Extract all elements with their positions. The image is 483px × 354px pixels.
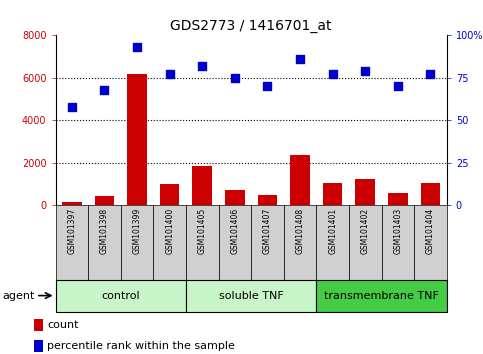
Bar [316,280,447,312]
Point [329,72,337,77]
Bar [316,205,349,280]
Point [100,87,108,93]
Bar [323,183,342,205]
Bar [56,280,186,312]
Point [361,68,369,74]
Bar [290,155,310,205]
Text: control: control [101,291,140,301]
Bar [193,166,212,205]
Bar [284,205,316,280]
Point [166,72,173,77]
Text: GSM101398: GSM101398 [100,207,109,254]
Bar [62,202,82,205]
Text: GSM101403: GSM101403 [393,207,402,254]
Bar [34,340,43,352]
Text: GSM101397: GSM101397 [67,207,76,254]
Bar [414,205,447,280]
Bar [388,193,408,205]
Bar [421,183,440,205]
Text: GSM101405: GSM101405 [198,207,207,254]
Point [426,72,434,77]
Bar [355,179,375,205]
Text: GSM101400: GSM101400 [165,207,174,254]
Bar [251,205,284,280]
Bar [154,205,186,280]
Bar [95,196,114,205]
Point [296,56,304,62]
Bar [382,205,414,280]
Title: GDS2773 / 1416701_at: GDS2773 / 1416701_at [170,19,332,33]
Point [394,84,402,89]
Bar [34,319,43,331]
Bar [121,205,154,280]
Point [199,63,206,69]
Bar [219,205,251,280]
Point [68,104,76,110]
Point [231,75,239,81]
Bar [258,195,277,205]
Text: agent: agent [2,291,34,301]
Point [264,84,271,89]
Bar [186,280,316,312]
Point [133,45,141,50]
Bar [88,205,121,280]
Bar [128,74,147,205]
Text: count: count [47,320,79,330]
Text: percentile rank within the sample: percentile rank within the sample [47,341,235,351]
Text: GSM101404: GSM101404 [426,207,435,254]
Text: GSM101407: GSM101407 [263,207,272,254]
Text: GSM101401: GSM101401 [328,207,337,254]
Text: soluble TNF: soluble TNF [219,291,284,301]
Text: GSM101399: GSM101399 [132,207,142,254]
Bar [160,184,180,205]
Bar [56,205,88,280]
Text: GSM101402: GSM101402 [361,207,370,254]
Text: GSM101406: GSM101406 [230,207,240,254]
Text: transmembrane TNF: transmembrane TNF [324,291,439,301]
Text: GSM101408: GSM101408 [296,207,305,254]
Bar [225,190,245,205]
Bar [349,205,382,280]
Bar [186,205,218,280]
